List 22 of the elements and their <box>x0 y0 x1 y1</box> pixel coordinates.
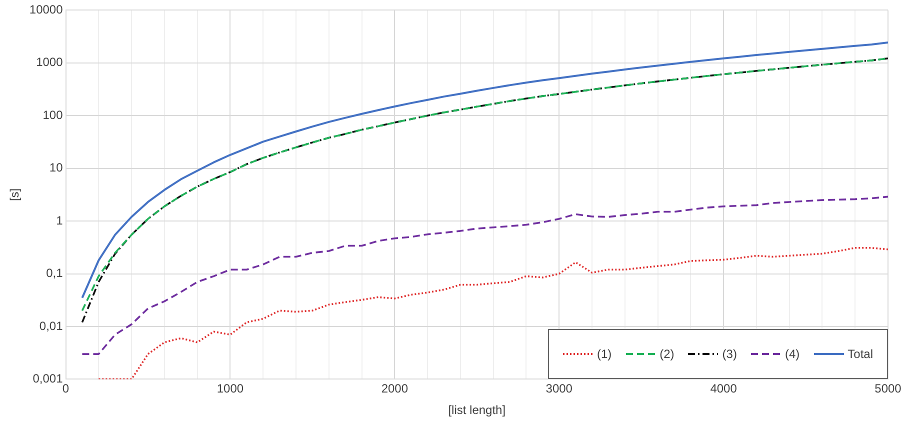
legend-label: (2) <box>660 347 674 362</box>
x-axis-title: [list length] <box>448 403 506 418</box>
x-tick-label: 2000 <box>381 382 408 396</box>
x-tick-label: 0 <box>62 382 70 396</box>
legend-label: (1) <box>596 347 612 362</box>
legend-label: Total <box>848 347 873 362</box>
y-tick-label: 1 <box>56 213 64 228</box>
x-tick-label: 5000 <box>874 382 902 396</box>
x-tick-label: 3000 <box>546 382 573 396</box>
y-tick-label: 0,001 <box>32 372 64 386</box>
y-tick-label: 0,1 <box>46 266 64 280</box>
x-tick-label: 1000 <box>216 382 244 396</box>
y-tick-label: 10 <box>49 160 64 175</box>
y-tick-label: 0,01 <box>39 318 64 333</box>
y-axis-title: [s] <box>8 188 22 202</box>
y-tick-label: 100 <box>42 108 64 122</box>
line-series <box>98 246 888 380</box>
x-tick-label: 4000 <box>710 382 738 396</box>
legend-label: (3) <box>722 347 737 362</box>
legend-label: (4) <box>784 347 800 362</box>
y-tick-label: 1000 <box>36 55 64 70</box>
y-tick-label: 10000 <box>29 2 64 17</box>
